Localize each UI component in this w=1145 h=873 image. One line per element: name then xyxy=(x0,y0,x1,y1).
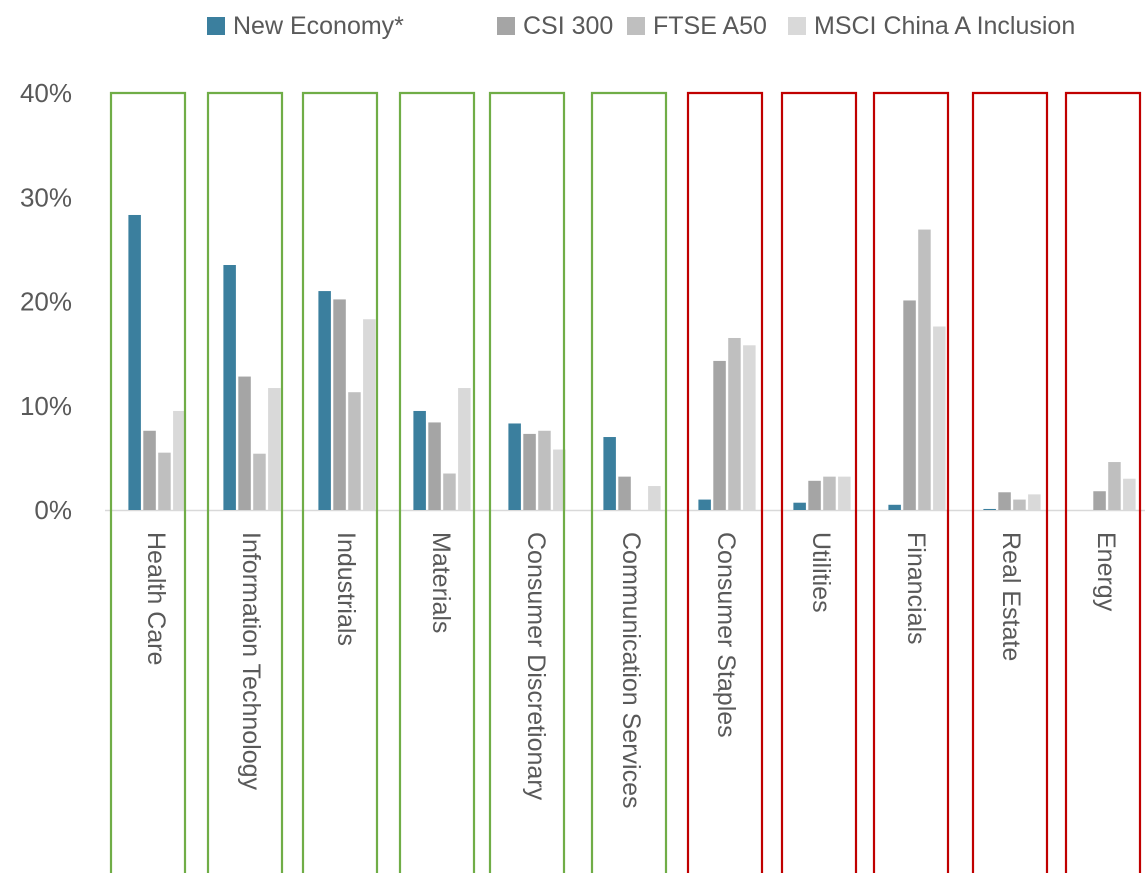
legend-label: CSI 300 xyxy=(523,11,614,40)
x-tick-label: Consumer Staples xyxy=(712,532,740,738)
x-tick-label: Information Technology xyxy=(237,532,265,791)
category-highlight-box xyxy=(971,91,1049,873)
bar xyxy=(318,291,331,510)
bar xyxy=(348,392,361,510)
x-tick-label: Energy xyxy=(1092,532,1120,612)
chart-legend: New Economy* CSI 300 FTSE A50 MSCI China A … xyxy=(0,0,1145,60)
bar xyxy=(998,492,1011,510)
bar xyxy=(698,499,711,510)
bar xyxy=(793,502,806,510)
legend-item: FTSE A50 xyxy=(627,8,767,44)
x-tick-label: Financials xyxy=(902,532,930,645)
bar xyxy=(713,360,726,510)
legend-swatch xyxy=(788,17,806,35)
category-highlight-box xyxy=(590,91,668,873)
legend-swatch xyxy=(497,17,515,35)
bar xyxy=(1028,494,1041,510)
x-tick-label: Health Care xyxy=(142,532,170,665)
category-highlight-box xyxy=(1064,91,1142,873)
bar xyxy=(253,453,266,510)
bar xyxy=(223,265,236,510)
bar xyxy=(333,299,346,510)
bar xyxy=(648,486,661,510)
category-highlight-box xyxy=(488,91,566,873)
x-tick-label: Consumer Discretionary xyxy=(522,532,550,801)
bar xyxy=(538,430,551,510)
bar xyxy=(1093,491,1106,510)
bar xyxy=(553,449,566,510)
legend-item: CSI 300 xyxy=(497,8,613,44)
x-tick-label: Industrials xyxy=(332,532,360,646)
category-highlight-box xyxy=(686,91,764,873)
x-tick-label: Real Estate xyxy=(997,532,1025,661)
bar xyxy=(128,214,141,510)
bar xyxy=(728,337,741,510)
legend-item: MSCI China A Inclusion xyxy=(788,8,1075,44)
bar xyxy=(888,504,901,510)
bar xyxy=(143,430,156,510)
legend-item: New Economy* xyxy=(207,8,404,44)
category-highlight-box xyxy=(301,91,379,873)
bar xyxy=(808,480,821,510)
bar xyxy=(618,476,631,510)
category-highlight-box xyxy=(206,91,284,873)
bar xyxy=(443,473,456,510)
legend-label: New Economy* xyxy=(233,11,404,40)
bar xyxy=(1123,478,1136,510)
bar xyxy=(918,229,931,510)
category-highlight-box xyxy=(872,91,950,873)
bar xyxy=(1108,462,1121,510)
bar xyxy=(838,476,851,510)
bar xyxy=(413,410,426,510)
bar xyxy=(1013,499,1026,510)
y-tick-label: 20% xyxy=(20,287,72,317)
bar xyxy=(743,345,756,510)
y-tick-label: 40% xyxy=(20,78,72,108)
bar xyxy=(158,452,171,510)
bar xyxy=(458,388,471,510)
bar xyxy=(523,433,536,510)
bar xyxy=(508,423,521,510)
legend-label: FTSE A50 xyxy=(653,11,767,40)
bar xyxy=(823,476,836,510)
y-tick-label: 0% xyxy=(34,495,72,525)
bar xyxy=(933,326,946,510)
x-tick-label: Materials xyxy=(427,532,455,633)
legend-swatch xyxy=(207,17,225,35)
bar xyxy=(603,437,616,510)
bar xyxy=(268,388,281,510)
y-tick-label: 30% xyxy=(20,182,72,212)
category-highlight-box xyxy=(109,91,187,873)
bar xyxy=(983,508,996,510)
category-highlight-box xyxy=(780,91,858,873)
x-tick-label: Utilities xyxy=(807,532,835,613)
bar xyxy=(428,422,441,510)
bar xyxy=(173,410,186,510)
x-tick-label: Communication Services xyxy=(617,532,645,809)
category-highlight-box xyxy=(398,91,476,873)
legend-label: MSCI China A Inclusion xyxy=(814,11,1076,40)
bar xyxy=(363,319,376,510)
y-tick-label: 10% xyxy=(20,391,72,421)
bar xyxy=(903,300,916,510)
bar xyxy=(238,376,251,510)
legend-swatch xyxy=(627,17,645,35)
